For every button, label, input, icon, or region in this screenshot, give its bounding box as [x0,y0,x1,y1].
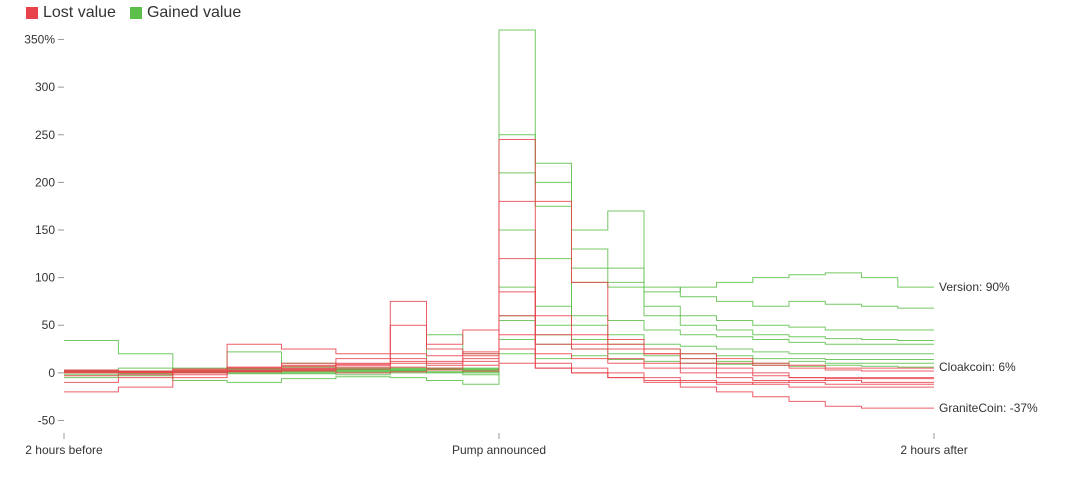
y-tick-label: 200 [35,175,55,189]
end-label: GraniteCoin: -37% [939,401,1038,415]
series-line-gained-5 [64,172,934,385]
y-tick-label: 250 [35,128,55,142]
y-tick-label: -50 [38,413,56,427]
x-tick-label: 2 hours after [900,443,967,457]
y-tick-label: 300 [35,80,55,94]
axes: 350% 300 250 200 150 100 50 0 -50 2 hours before P… [24,33,967,457]
y-tick-label: 0 [48,366,55,380]
end-label: Cloakcoin: 6% [939,360,1016,374]
lost-value-swatch [26,7,38,19]
y-tick-label: 50 [42,318,56,332]
y-tick-label: 150 [35,223,55,237]
gained-value-swatch [129,7,142,19]
series-layer [64,29,934,409]
y-tick-label: 100 [35,271,55,285]
legend-item-lost: Lost value [26,4,116,22]
series-line-lost-10 [64,139,934,393]
legend-label-lost: Lost value [43,4,116,21]
legend-label-gained: Gained value [146,4,242,21]
end-labels: Version: 90% Cloakcoin: 6% GraniteCoin: -3… [939,280,1038,415]
x-tick-label: Pump announced [452,443,546,457]
x-tick-label: 2 hours before [25,443,103,457]
end-label: Version: 90% [939,280,1010,294]
series-line-lost-16 [64,348,934,385]
y-tick-label: 350% [24,33,55,47]
legend-item-gained: Gained value [129,4,242,22]
legend: Lost value Gained value [26,4,241,22]
